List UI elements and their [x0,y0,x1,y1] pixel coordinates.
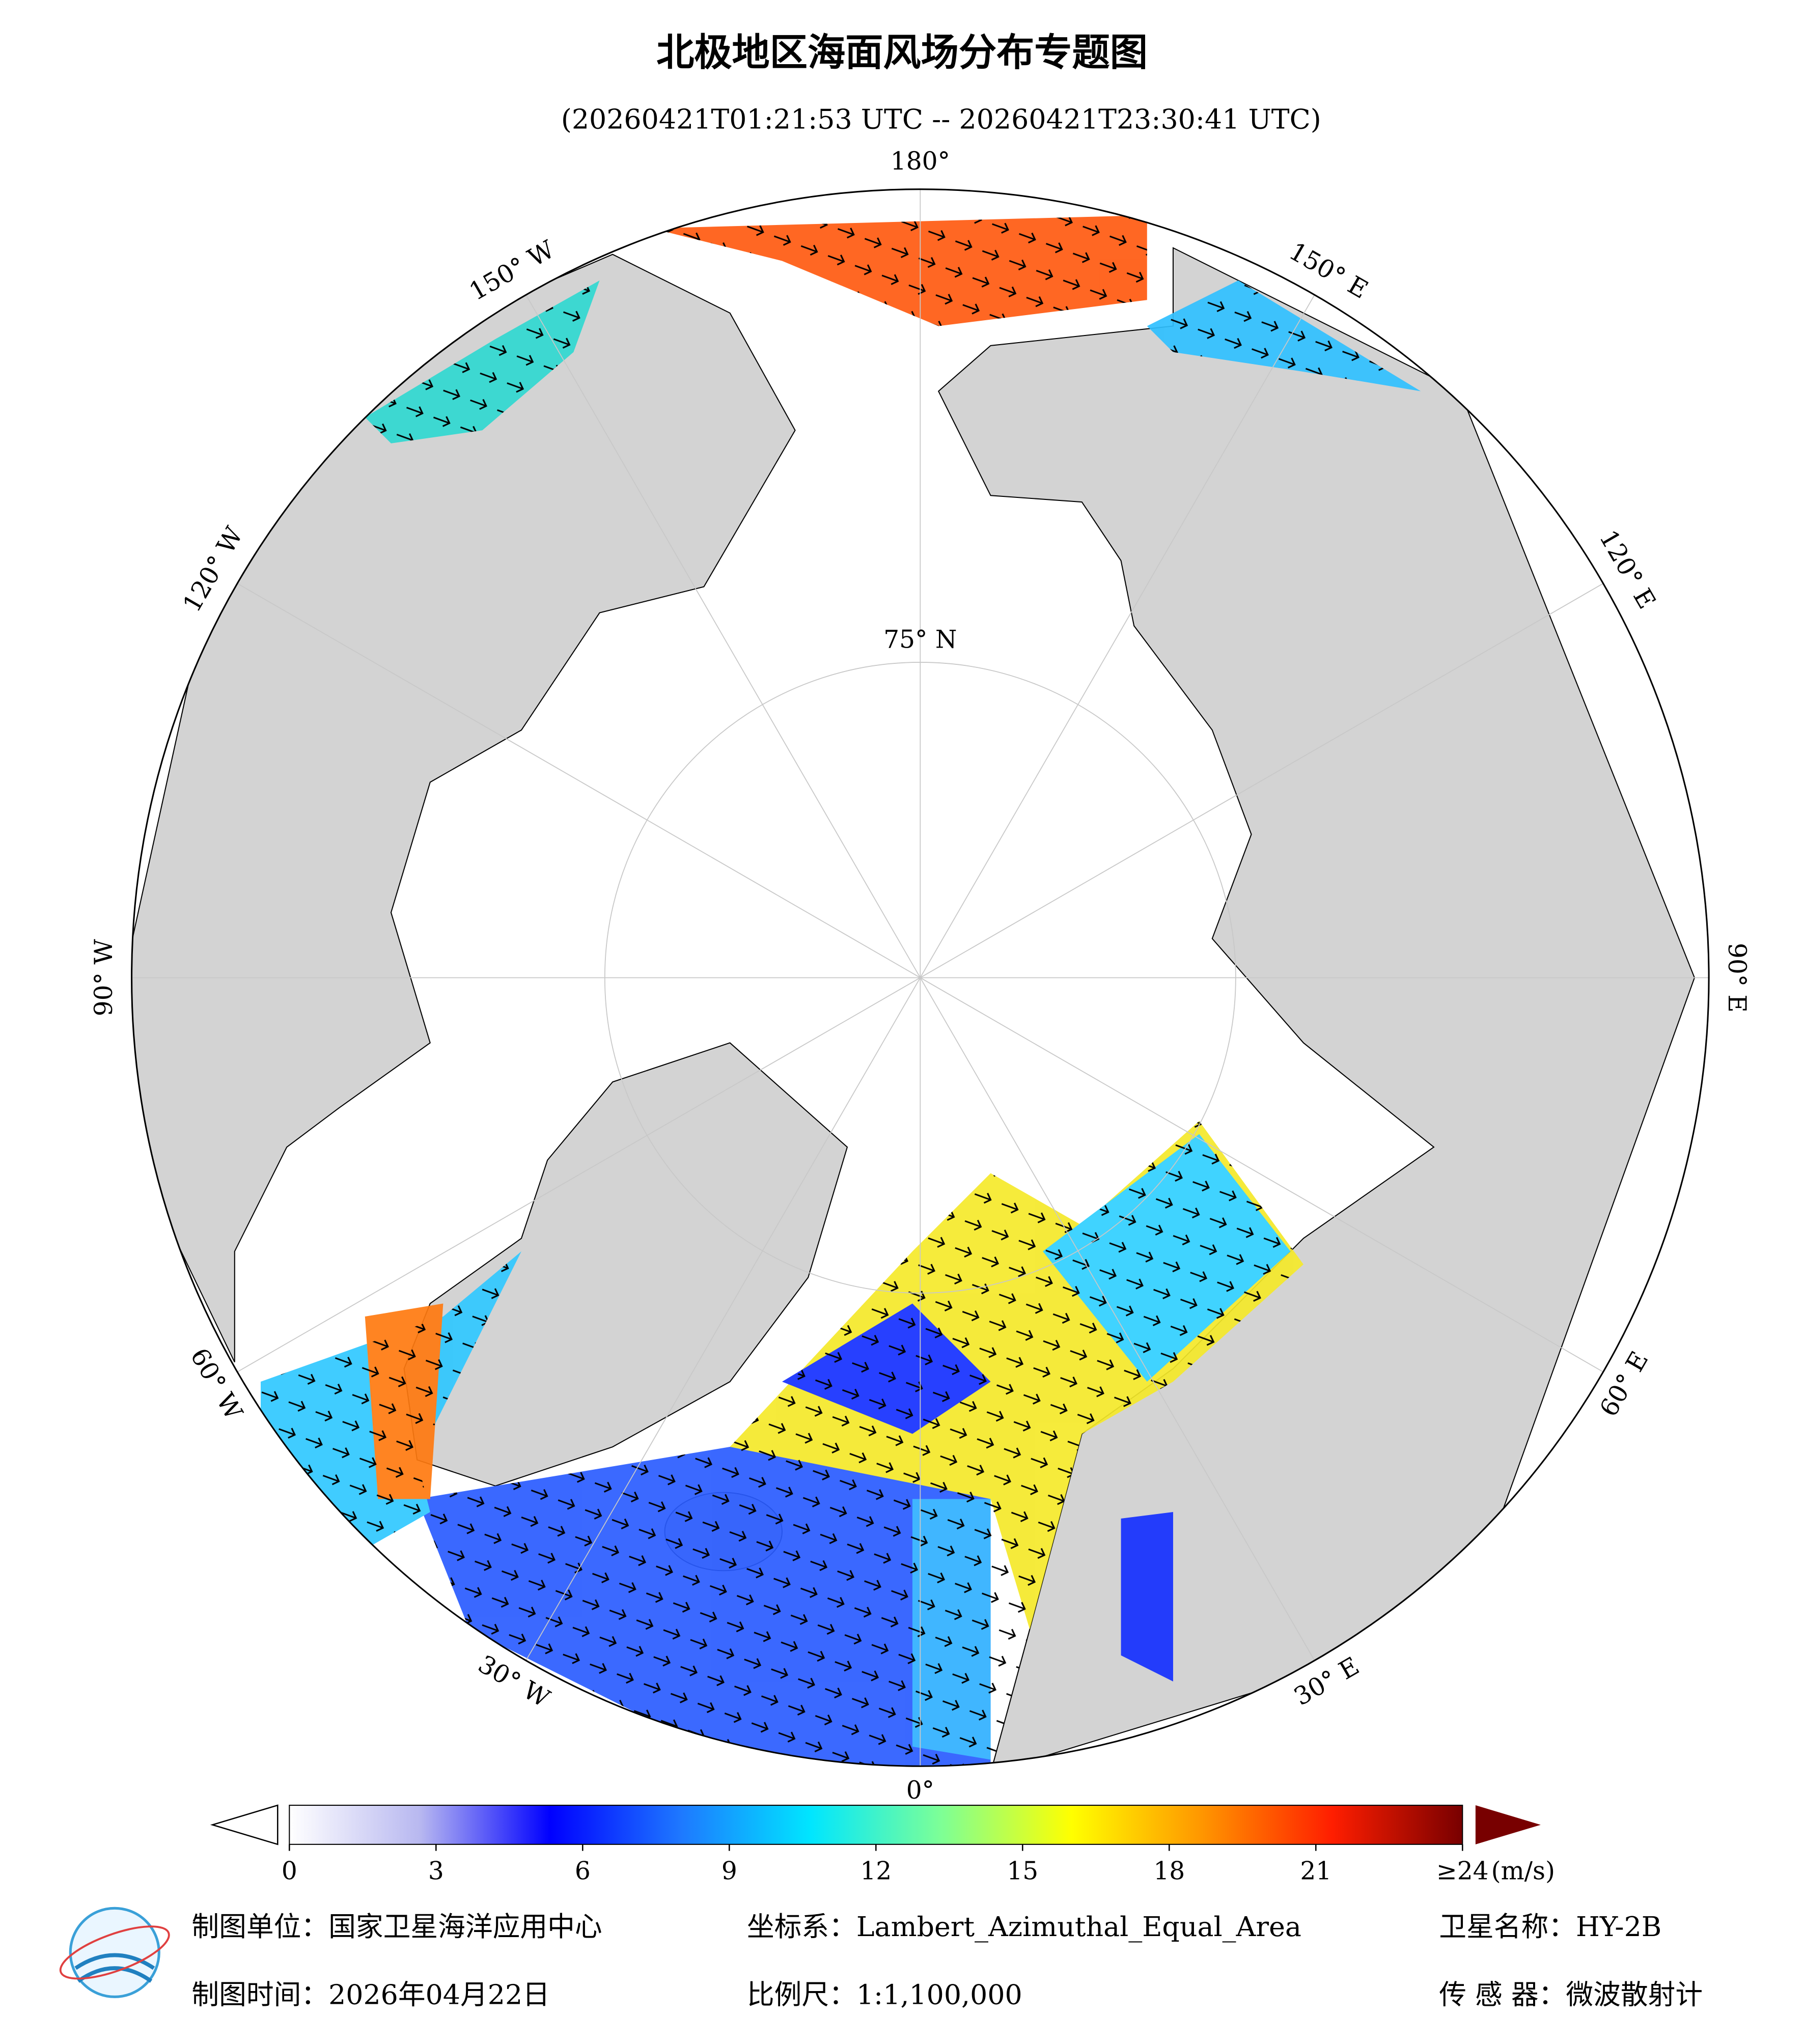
footer-unit: 制图单位：国家卫星海洋应用中心 [191,1911,602,1943]
subtitle: (20260421T01:21:53 UTC -- 20260421T23:30… [561,103,1321,135]
map-disk [131,189,1709,1767]
footer-satellite: 卫星名称：HY-2B [1439,1911,1661,1943]
colorbar-tick-label: 15 [1007,1857,1038,1886]
colorbar-tick-label: 12 [860,1857,892,1886]
meridian [525,977,921,1661]
meridian [525,294,921,978]
graticule [131,189,1709,1767]
wind-arrows [260,215,1421,1767]
lon-label: 90° W [90,939,118,1017]
footer-scale: 比例尺：1:1,100,000 [747,1978,1022,2010]
meridian [920,977,1604,1373]
colorbar-tick-label: 18 [1153,1857,1185,1886]
parallel [604,662,1236,1294]
footer-coords: 坐标系：Lambert_Azimuthal_Equal_Area [747,1911,1301,1943]
colorbar-over [1475,1805,1541,1844]
colorbar-tick-label: 9 [721,1857,737,1886]
meridian [920,294,1315,978]
meridian [920,977,1315,1661]
footer-date: 制图时间：2026年04月22日 [191,1978,550,2010]
colorbar-tick-label: 3 [428,1857,444,1886]
lon-label: 180° [891,147,950,176]
colorbar-tick-label: 21 [1300,1857,1331,1886]
title: 北极地区海面风场分布专题图 [656,31,1148,75]
meridian [237,583,921,978]
land [131,247,1696,1767]
colorbar: 0 3 6 9 12 15 18 21 ≥24 (m/s) [210,1804,1555,1886]
lon-label: 90° E [1723,943,1751,1013]
lat-label: 75° N [883,625,957,654]
map-border [131,188,1710,1767]
colorbar-bar [289,1805,1463,1845]
meridian [920,583,1604,978]
colorbar-tick-label: 0 [282,1857,297,1886]
meridian [237,977,921,1373]
lon-label: 0° [906,1776,934,1805]
colorbar-under [210,1804,279,1845]
colorbar-tick-label: ≥24 [1436,1857,1489,1886]
colorbar-unit: (m/s) [1491,1857,1555,1886]
colorbar-tick-label: 6 [575,1857,591,1886]
logo [59,1907,170,1998]
footer-sensor: 传 感 器：微波散射计 [1439,1978,1703,2010]
